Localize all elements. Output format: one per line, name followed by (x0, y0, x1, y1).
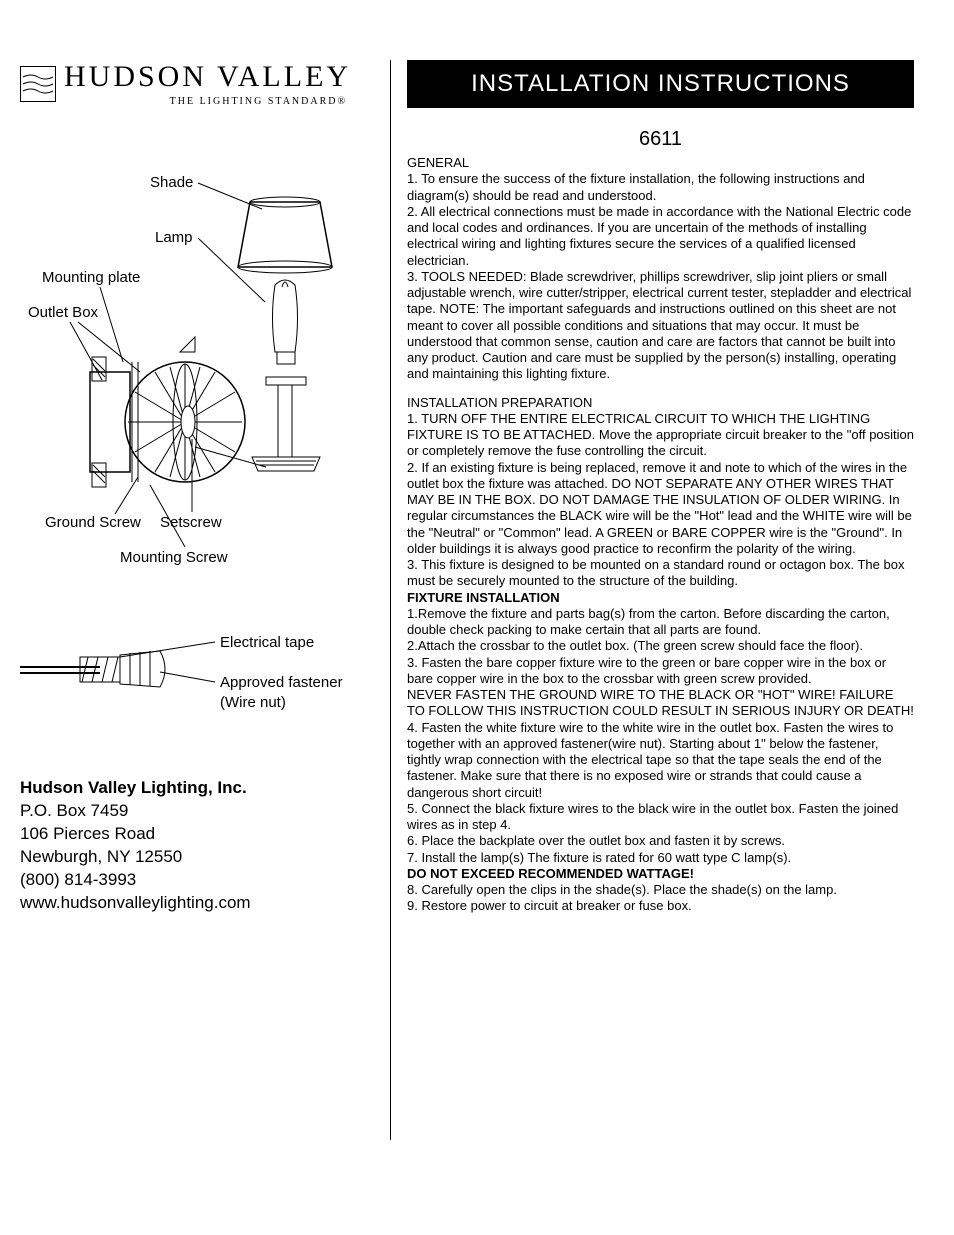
prep-heading: INSTALLATION PREPARATION (407, 395, 914, 411)
company-address2: 106 Pierces Road (20, 823, 380, 846)
logo-tagline: THE LIGHTING STANDARD® (64, 96, 351, 107)
company-website: www.hudsonvalleylighting.com (20, 892, 380, 915)
general-heading: GENERAL (407, 155, 914, 171)
fixture-diagram: Shade Lamp Mounting plate Outlet Box (20, 167, 380, 597)
fix-7: 7. Install the lamp(s) The fixture is ra… (407, 850, 914, 866)
left-column: HUDSON VALLEY THE LIGHTING STANDARD® Sha… (20, 60, 390, 1195)
label-outlet-box-text: Outlet Box (28, 304, 99, 321)
company-name: Hudson Valley Lighting, Inc. (20, 777, 380, 800)
fix-warn: NEVER FASTEN THE GROUND WIRE TO THE BLAC… (407, 687, 914, 720)
fixture-heading: FIXTURE INSTALLATION (407, 590, 914, 606)
company-block: Hudson Valley Lighting, Inc. P.O. Box 74… (20, 777, 380, 915)
label-setscrew-text: Setscrew (160, 514, 222, 531)
page: HUDSON VALLEY THE LIGHTING STANDARD® Sha… (0, 0, 954, 1235)
column-divider (390, 60, 391, 1140)
label-wire-nut-text: (Wire nut) (220, 694, 286, 711)
fix-2: 2.Attach the crossbar to the outlet box.… (407, 638, 914, 654)
wirenut-diagram: Electrical tape Approved fastener (Wire … (20, 627, 380, 737)
logo-brand: HUDSON VALLEY (64, 60, 351, 94)
right-column: INSTALLATION INSTRUCTIONS 6611 GENERAL 1… (399, 60, 914, 1195)
label-lamp-text: Lamp (155, 229, 193, 246)
label-mounting-plate-text: Mounting plate (42, 269, 140, 286)
label-mounting-screw-text: Mounting Screw (120, 549, 228, 566)
fix-5: 5. Connect the black fixture wires to th… (407, 801, 914, 834)
prep-1: 1. TURN OFF THE ENTIRE ELECTRICAL CIRCUI… (407, 411, 914, 460)
general-3: 3. TOOLS NEEDED: Blade screwdriver, phil… (407, 269, 914, 383)
fix-3: 3. Fasten the bare copper fixture wire t… (407, 655, 914, 688)
general-1: 1. To ensure the success of the fixture … (407, 171, 914, 204)
company-address1: P.O. Box 7459 (20, 800, 380, 823)
fix-wattage: DO NOT EXCEED RECOMMENDED WATTAGE! (407, 866, 914, 882)
logo-block: HUDSON VALLEY THE LIGHTING STANDARD® (20, 60, 380, 107)
prep-3: 3. This fixture is designed to be mounte… (407, 557, 914, 590)
install-instructions-title: INSTALLATION INSTRUCTIONS (407, 60, 914, 108)
label-ground-screw-text: Ground Screw (45, 514, 141, 531)
model-number: 6611 (407, 128, 914, 151)
instructions-body: GENERAL 1. To ensure the success of the … (407, 155, 914, 915)
fix-8: 8. Carefully open the clips in the shade… (407, 882, 914, 898)
fix-1: 1.Remove the fixture and parts bag(s) fr… (407, 606, 914, 639)
label-approved-fastener-text: Approved fastener (220, 674, 343, 691)
logo-mark-icon (20, 66, 56, 102)
label-shade-text: Shade (150, 174, 193, 191)
logo: HUDSON VALLEY THE LIGHTING STANDARD® (20, 60, 380, 107)
prep-2: 2. If an existing fixture is being repla… (407, 460, 914, 558)
fix-4: 4. Fasten the white fixture wire to the … (407, 720, 914, 801)
fix-6: 6. Place the backplate over the outlet b… (407, 833, 914, 849)
general-2: 2. All electrical connections must be ma… (407, 204, 914, 269)
label-electrical-tape-text: Electrical tape (220, 634, 314, 651)
company-phone: (800) 814-3993 (20, 869, 380, 892)
fix-9: 9. Restore power to circuit at breaker o… (407, 898, 914, 914)
company-city: Newburgh, NY 12550 (20, 846, 380, 869)
